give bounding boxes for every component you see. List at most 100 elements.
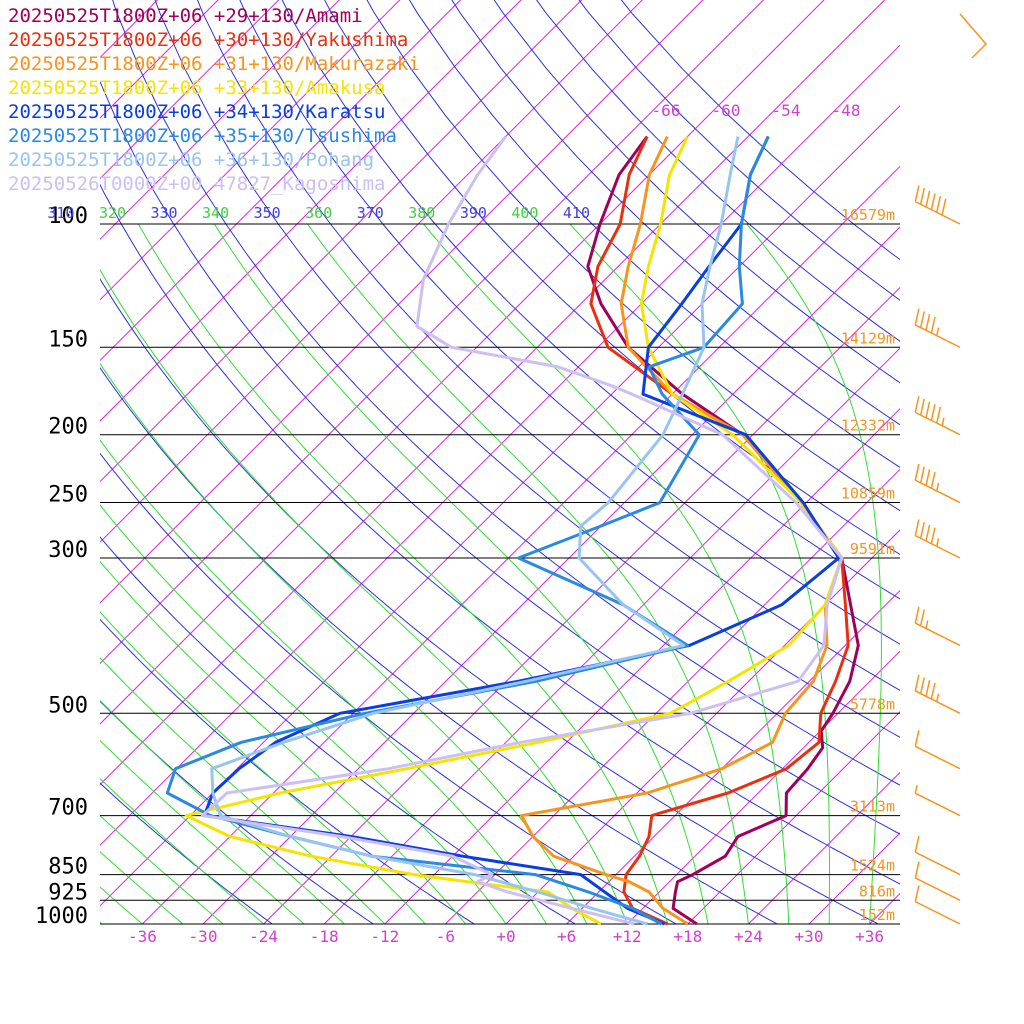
wind-barb-flag [925, 469, 931, 486]
theta-label: 380 [408, 204, 435, 222]
series-line [210, 136, 740, 926]
pressure-label: 700 [48, 796, 88, 821]
wind-barb [959, 13, 988, 59]
wind-barb-flag [919, 522, 925, 539]
temperature-tick: -24 [249, 927, 278, 946]
wind-barb-flag [919, 311, 925, 328]
temperature-tick: +36 [855, 927, 884, 946]
isotherm-line [100, 0, 340, 240]
chart-legend: 20250525T1800Z+06 +29+130/Amami 20250525T… [8, 4, 420, 196]
theta-label: 320 [99, 204, 126, 222]
wind-barb-flag [925, 524, 931, 542]
dry-adiabat-line [408, 0, 900, 468]
pressure-label: 850 [48, 855, 88, 880]
series-line [184, 135, 844, 926]
wind-barb-staff [914, 324, 961, 348]
wind-barb-flag [914, 606, 920, 624]
height-label: 3113m [850, 798, 895, 816]
height-label: 5778m [850, 695, 895, 713]
dry-adiabat-line [366, 0, 900, 512]
wind-barb-flag [930, 404, 936, 421]
isotherm-line [100, 0, 280, 180]
wind-barb-flag [936, 196, 942, 213]
wind-barb-flag [914, 396, 920, 413]
wind-barb-staff [914, 877, 961, 901]
pressure-label: 925 [48, 880, 88, 905]
wind-barb-flag [919, 609, 925, 626]
wind-barb [914, 885, 961, 925]
pressure-label: 250 [48, 483, 88, 508]
height-label: 12332m [841, 417, 895, 435]
height-label: 816m [859, 882, 895, 900]
wind-barb-flag [930, 527, 936, 544]
temperature-tick: -18 [310, 927, 339, 946]
wind-barb [914, 185, 961, 225]
legend-entry: 20250525T1800Z+06 +31+130/Makurazaki [8, 53, 420, 75]
pressure-label: 100 [48, 204, 88, 229]
wind-barb-flag [925, 401, 931, 418]
temperature-tick: -6 [436, 927, 455, 946]
wind-barb-flag [936, 693, 940, 702]
wind-barb-flag [914, 674, 920, 692]
theta-label: 370 [357, 204, 384, 222]
wind-barb-flag [925, 314, 931, 331]
temperature-tick: -36 [128, 927, 157, 946]
wind-barb [914, 519, 961, 559]
isotherm-line [687, 711, 900, 924]
isotherm-line [445, 468, 900, 924]
theta-label: 350 [254, 204, 281, 222]
temperature-tick: -12 [370, 927, 399, 946]
series-line [589, 135, 850, 926]
isotherm-label: -48 [832, 101, 861, 120]
isotherm-line [748, 771, 900, 924]
dry-adiabat-line [100, 452, 677, 924]
height-label: 10859m [841, 485, 895, 503]
isobar-grid [100, 223, 900, 925]
isotherm-line [100, 0, 219, 119]
wind-barb [914, 784, 961, 817]
wind-barb [914, 308, 961, 348]
wind-barb-flag [914, 861, 920, 879]
moist-adiabat-line [100, 362, 588, 924]
theta-label: 390 [460, 204, 487, 222]
isotherm-line [100, 0, 462, 362]
legend-entry: 20250525T1800Z+06 +36+130/Pohang [8, 149, 375, 171]
temperature-tick: +12 [613, 927, 642, 946]
wind-barb-flag [941, 198, 947, 216]
theta-label: 340 [202, 204, 229, 222]
moist-adiabat-line [100, 850, 184, 924]
series-line [586, 135, 860, 926]
isotherm-line [930, 0, 1024, 924]
height-label: 9591m [850, 540, 895, 558]
pressure-label: 200 [48, 415, 88, 440]
height-label: 152m [859, 906, 895, 924]
wind-barb-flag [930, 471, 936, 489]
wind-barb-flag [930, 193, 936, 210]
wind-barb-flag [936, 406, 942, 424]
theta-label: 410 [563, 204, 590, 222]
wind-barbs [914, 13, 988, 925]
height-label: 14129m [841, 329, 895, 347]
pressure-label: 1000 [35, 904, 88, 929]
wind-barb [914, 835, 961, 876]
wind-barb-staff [914, 900, 961, 925]
wind-barb-staff [914, 851, 961, 876]
wind-barb-staff [914, 690, 961, 714]
dry-adiabat-line [451, 0, 900, 426]
isotherm-line [100, 0, 522, 422]
wind-barb-flag [919, 398, 925, 416]
series-line [202, 135, 841, 926]
temperature-tick: +30 [795, 927, 824, 946]
wind-barb-flag [919, 677, 925, 694]
temperature-tick: +0 [496, 927, 515, 946]
isotherm-label: -66 [652, 101, 681, 120]
temperature-tick: -30 [189, 927, 218, 946]
temperature-tick: +6 [557, 927, 576, 946]
wind-barb-flag [936, 538, 940, 547]
wind-barb-staff [914, 534, 961, 559]
wind-barb-flag [930, 316, 936, 334]
wind-barb-staff [914, 479, 961, 504]
legend-entry: 20250525T1800Z+06 +35+130/Tsushima [8, 125, 397, 147]
